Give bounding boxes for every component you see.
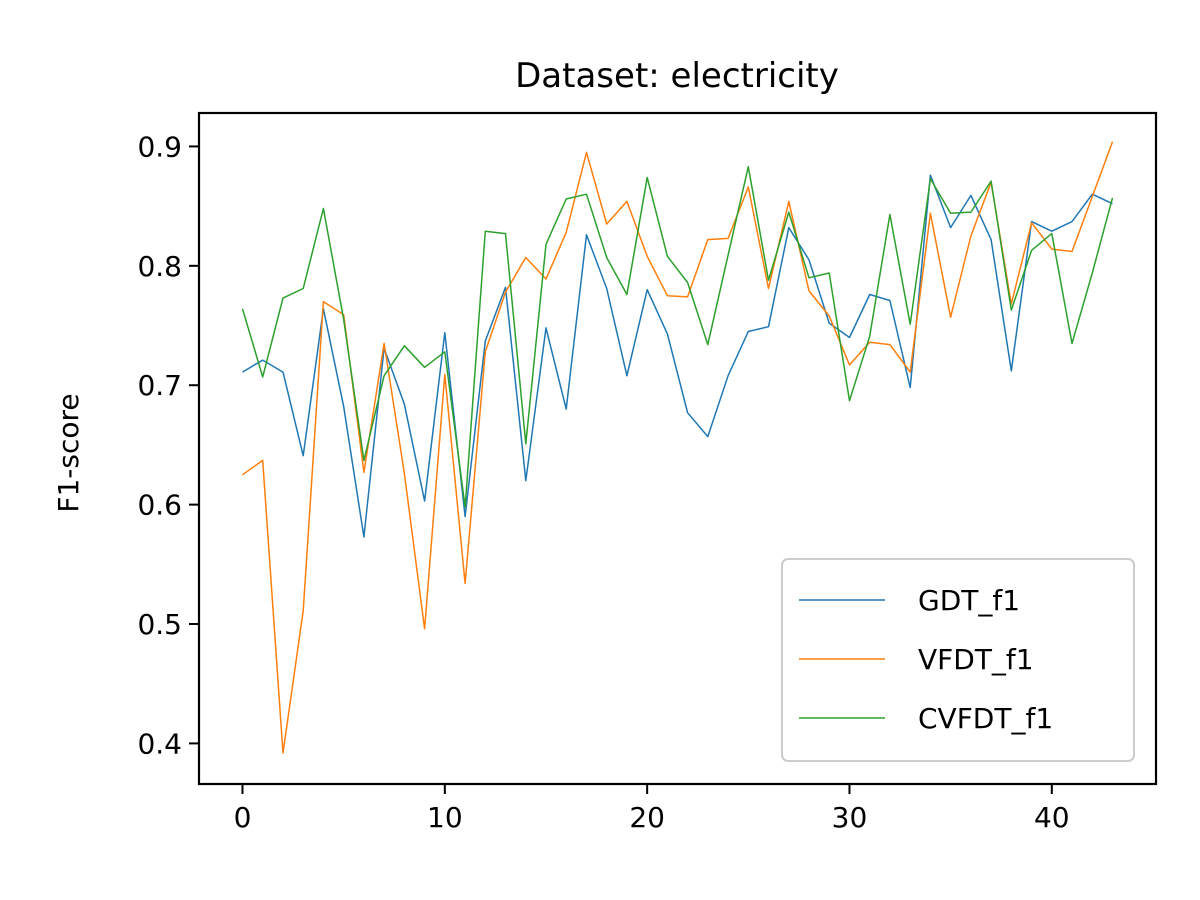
axis-ticks: 0 10 20 30 40 0.4 0.5 0.6 0.7 0.8 0.9 — [137, 130, 1069, 834]
x-tick-label: 20 — [629, 801, 665, 834]
series-line-gdt-f1 — [242, 174, 1113, 538]
x-tick-label: 40 — [1034, 801, 1070, 834]
y-tick-label: 0.9 — [137, 130, 182, 163]
series-lines — [241, 141, 1114, 754]
legend-box — [781, 558, 1135, 762]
y-tick-label: 0.4 — [137, 727, 182, 760]
y-tick-label: 0.6 — [137, 489, 182, 522]
y-tick-label: 0.5 — [137, 608, 182, 641]
series-line-vfdt-f1 — [242, 141, 1114, 754]
chart-title: Dataset: electricity — [515, 56, 839, 96]
y-tick-label: 0.7 — [137, 369, 182, 402]
x-tick-label: 10 — [427, 801, 463, 834]
legend-label: CVFDT_f1 — [918, 702, 1053, 735]
legend-label: GDT_f1 — [918, 584, 1020, 617]
y-axis-label: F1-score — [52, 393, 85, 512]
series-line-cvfdt-f1 — [241, 165, 1114, 508]
x-tick-label: 0 — [234, 801, 252, 834]
x-tick-label: 30 — [832, 801, 868, 834]
legend: GDT_f1 VFDT_f1 CVFDT_f1 — [781, 558, 1135, 762]
y-tick-label: 0.8 — [137, 250, 182, 283]
legend-label: VFDT_f1 — [918, 643, 1034, 676]
plot-frame — [197, 111, 1158, 786]
